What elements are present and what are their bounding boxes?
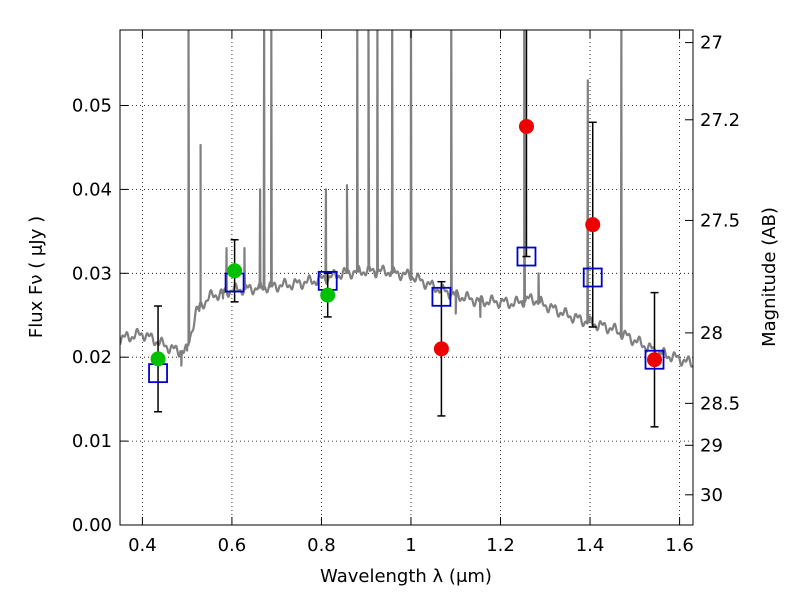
x-axis-label: Wavelength λ (μm) (320, 566, 492, 587)
y-tick-label: 0.01 (72, 431, 112, 452)
right-tick-label: 27.2 (700, 110, 740, 131)
y-axis-label: Flux Fν ( μJy ) (26, 216, 47, 338)
x-tick-label: 1 (405, 535, 416, 556)
x-tick-label: 1.4 (576, 535, 605, 556)
model-square-marker (582, 267, 603, 288)
x-tick-label: 1.2 (486, 535, 515, 556)
right-axis-label: Magnitude (AB) (759, 207, 780, 347)
x-tick-label: 1.6 (665, 535, 694, 556)
model-square-marker (644, 349, 665, 370)
x-tick-label: 0.6 (218, 535, 247, 556)
right-tick-label: 28.5 (700, 393, 740, 414)
axis-ticks: 0.4 0.6 0.8 1 1.2 1.4 1.6 0.00 0.01 0.02 0.03 0.04 0… (72, 30, 740, 556)
photometry-point (647, 352, 663, 368)
photometry-point (150, 351, 166, 367)
y-tick-label: 0.02 (72, 347, 112, 368)
model-square-marker (516, 246, 537, 267)
right-tick-label: 27.5 (700, 210, 740, 231)
right-tick-label: 28 (700, 323, 723, 344)
x-tick-label: 0.8 (307, 535, 336, 556)
photometry-point (518, 118, 534, 134)
y-tick-label: 0.03 (72, 263, 112, 284)
model-square-marker (431, 286, 452, 307)
x-tick-label: 0.4 (128, 535, 157, 556)
y-tick-label: 0.05 (72, 96, 112, 117)
photometry-point (585, 217, 601, 233)
y-tick-label: 0.04 (72, 179, 112, 200)
photometry-point (433, 341, 449, 357)
model-spectrum (120, 30, 693, 368)
spectrum-line (120, 30, 693, 368)
photometry-point (320, 287, 336, 303)
photometry-point (227, 263, 243, 279)
right-tick-label: 27 (700, 33, 723, 54)
y-tick-label: 0.00 (72, 515, 112, 536)
plot-frame (119, 29, 694, 526)
right-tick-label: 29 (700, 435, 723, 456)
photometry-markers (148, 30, 665, 428)
right-tick-label: 30 (700, 485, 723, 506)
grid-lines (120, 30, 693, 526)
